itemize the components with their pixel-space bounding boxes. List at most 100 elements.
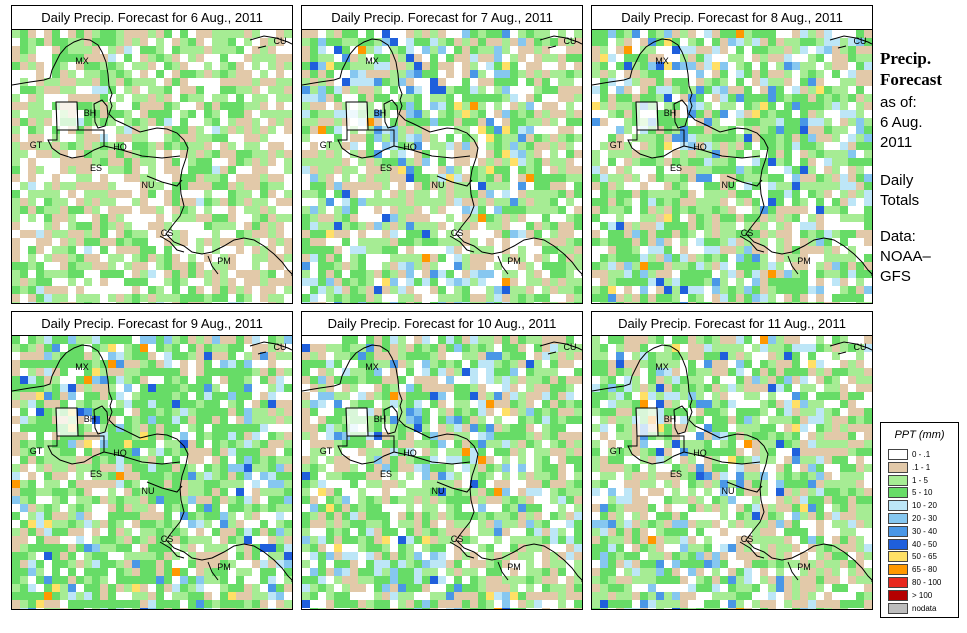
precip-cell <box>310 126 318 134</box>
precip-cell <box>156 584 164 592</box>
precip-cell <box>350 294 358 302</box>
precip-cell <box>212 400 220 408</box>
precip-cell <box>180 198 188 206</box>
precip-cell <box>422 246 430 254</box>
precip-cell <box>728 94 736 102</box>
precip-cell <box>688 230 696 238</box>
precip-cell <box>776 86 784 94</box>
precip-cell <box>44 512 52 520</box>
precip-cell <box>744 198 752 206</box>
precip-cell <box>268 126 276 134</box>
precip-cell <box>358 46 366 54</box>
precip-cell <box>100 384 108 392</box>
precip-cell <box>164 214 172 222</box>
precip-cell <box>728 190 736 198</box>
precip-cell <box>44 400 52 408</box>
precip-cell <box>776 30 784 38</box>
precip-cell <box>534 230 542 238</box>
precip-cell <box>236 198 244 206</box>
precip-cell <box>744 262 752 270</box>
precip-cell <box>148 608 156 609</box>
precip-cell <box>776 38 784 46</box>
precip-cell <box>68 246 76 254</box>
precip-cell <box>632 262 640 270</box>
precip-cell <box>390 86 398 94</box>
precip-cell <box>220 86 228 94</box>
precip-cell <box>100 70 108 78</box>
precip-cell <box>236 206 244 214</box>
precip-cell <box>116 480 124 488</box>
border-panama <box>497 255 509 275</box>
precip-cell <box>12 182 20 190</box>
precip-cell <box>28 504 36 512</box>
precip-cell <box>164 344 172 352</box>
precip-cell <box>116 384 124 392</box>
precip-cell <box>824 262 832 270</box>
precip-cell <box>228 70 236 78</box>
precip-cell <box>132 576 140 584</box>
precip-cell <box>342 174 350 182</box>
precip-cell <box>140 238 148 246</box>
precip-cell <box>84 336 92 344</box>
precip-cell <box>204 576 212 584</box>
precip-cell <box>326 262 334 270</box>
precip-cell <box>624 254 632 262</box>
precip-cell <box>124 278 132 286</box>
precip-cell <box>156 480 164 488</box>
precip-cell <box>446 54 454 62</box>
precip-cell <box>140 576 148 584</box>
precip-cell <box>220 376 228 384</box>
precip-cell <box>220 448 228 456</box>
precip-cell <box>558 86 566 94</box>
precip-cell <box>616 190 624 198</box>
precip-cell <box>236 520 244 528</box>
precip-cell <box>196 254 204 262</box>
precip-cell <box>76 552 84 560</box>
precip-cell <box>276 182 284 190</box>
precip-cell <box>640 30 648 38</box>
precip-cell <box>430 302 438 303</box>
precip-cell <box>20 536 28 544</box>
precip-cell <box>76 400 84 408</box>
precip-cell <box>204 424 212 432</box>
precip-cell <box>462 270 470 278</box>
precip-cell <box>310 54 318 62</box>
border-nicaragua <box>726 175 763 187</box>
precip-cell <box>478 270 486 278</box>
precip-cell <box>366 198 374 206</box>
precip-cell <box>600 294 608 302</box>
precip-cell <box>12 360 20 368</box>
precip-cell <box>696 86 704 94</box>
precip-cell <box>276 222 284 230</box>
precip-cell <box>260 206 268 214</box>
precip-cell <box>180 30 188 38</box>
precip-cell <box>776 110 784 118</box>
precip-cell <box>664 222 672 230</box>
precip-cell <box>20 400 28 408</box>
precip-cell <box>608 38 616 46</box>
precip-cell <box>68 86 76 94</box>
precip-cell <box>310 206 318 214</box>
precip-cell <box>518 294 526 302</box>
precip-cell <box>550 126 558 134</box>
precip-cell <box>856 294 864 302</box>
precip-cell <box>204 448 212 456</box>
precip-cell <box>268 432 276 440</box>
precip-cell <box>12 62 20 70</box>
precip-cell <box>776 190 784 198</box>
precip-cell <box>276 94 284 102</box>
precip-cell <box>462 302 470 303</box>
precip-cell <box>28 448 36 456</box>
precip-cell <box>744 230 752 238</box>
precip-cell <box>600 222 608 230</box>
precip-cell <box>318 336 326 344</box>
precip-cell <box>688 214 696 222</box>
precip-cell <box>696 110 704 118</box>
precip-cell <box>728 118 736 126</box>
precip-cell <box>220 214 228 222</box>
precip-cell <box>260 30 268 38</box>
precip-cell <box>28 262 36 270</box>
precip-cell <box>656 110 664 118</box>
precip-cell <box>124 544 132 552</box>
country-label-nu: NU <box>722 180 735 190</box>
